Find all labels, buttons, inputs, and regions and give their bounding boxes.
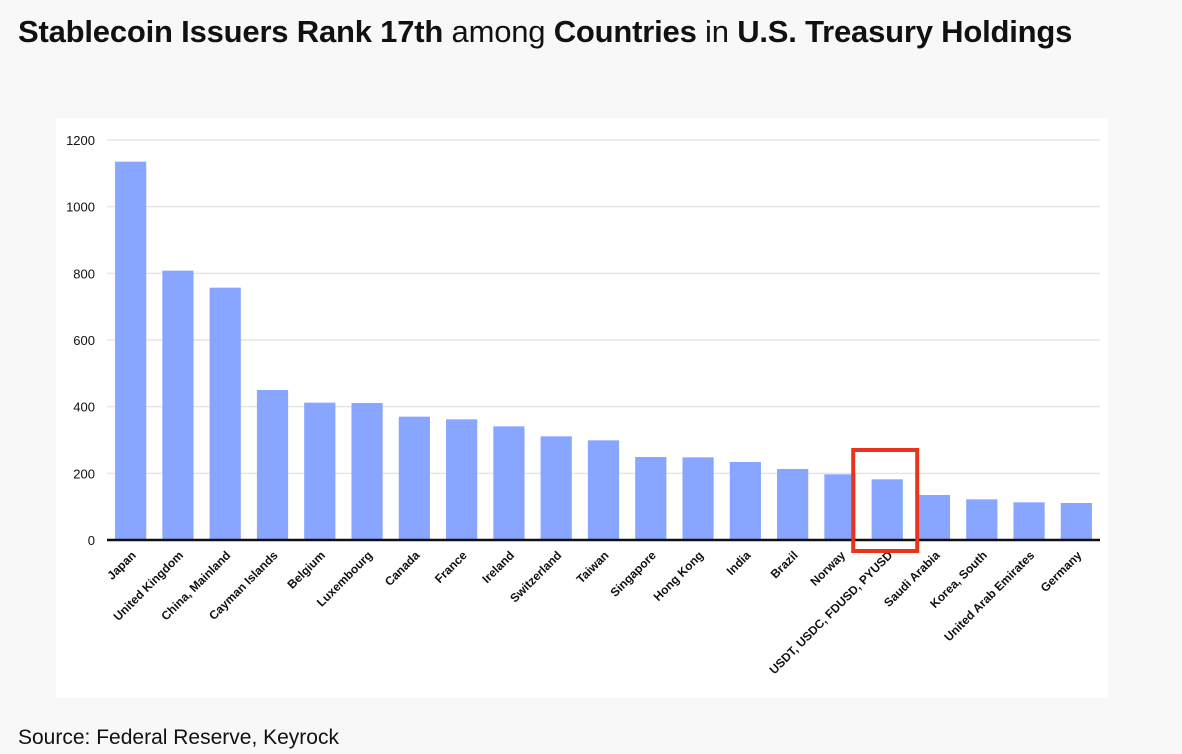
x-tick-label-14: Brazil (768, 548, 801, 581)
bar-18 (966, 499, 998, 540)
bar-7 (446, 419, 478, 540)
x-tick-label-0: Japan (104, 548, 138, 582)
y-tick-label-200: 200 (73, 466, 95, 481)
bar-9 (540, 436, 572, 540)
x-tick-label-10: Taiwan (574, 548, 612, 586)
title-part-5: U.S. Treasury Holdings (737, 14, 1073, 49)
bar-20 (1060, 503, 1092, 540)
bar-4 (304, 402, 336, 540)
bar-15 (824, 474, 856, 540)
chart-title: Stablecoin Issuers Rank 17th among Count… (18, 14, 1072, 50)
x-tick-label-13: India (724, 548, 754, 578)
y-tick-label-600: 600 (73, 333, 95, 348)
bar-12 (682, 457, 714, 540)
y-tick-label-800: 800 (73, 266, 95, 281)
title-part-4: in (696, 14, 738, 49)
y-tick-label-400: 400 (73, 400, 95, 415)
title-part-2: among (443, 14, 554, 49)
bar-6 (398, 416, 430, 540)
title-part-3: Countries (553, 14, 697, 49)
source-note: Source: Federal Reserve, Keyrock (18, 726, 339, 749)
x-tick-label-6: Canada (382, 548, 423, 589)
bar-2 (209, 287, 241, 540)
bar-5 (351, 403, 383, 540)
title-part-1: Stablecoin Issuers Rank 17th (18, 14, 444, 49)
bar-1 (162, 270, 194, 540)
highlight-box (851, 448, 920, 553)
bar-11 (635, 457, 667, 540)
x-tick-label-20: Germany (1038, 548, 1085, 595)
bar-10 (587, 440, 620, 540)
bar-3 (256, 390, 289, 540)
x-tick-label-4: Belgium (285, 548, 328, 591)
bar-19 (1013, 502, 1045, 540)
x-tick-label-8: Ireland (479, 548, 517, 586)
bar-14 (777, 469, 809, 540)
x-tick-label-7: France (432, 548, 470, 586)
bar-16 (871, 479, 903, 540)
bar-0 (115, 161, 147, 540)
x-tick-label-12: Hong Kong (651, 548, 707, 604)
x-tick-label-15: Norway (807, 548, 848, 589)
x-tick-label-9: Switzerland (507, 548, 564, 605)
y-tick-label-1200: 1200 (66, 133, 95, 148)
x-tick-label-19: United Arab Emirates (941, 548, 1037, 644)
bar-13 (729, 462, 761, 540)
y-tick-label-1000: 1000 (66, 200, 95, 215)
y-tick-label-0: 0 (88, 533, 95, 548)
bar-8 (493, 426, 525, 540)
bar-17 (918, 495, 951, 540)
